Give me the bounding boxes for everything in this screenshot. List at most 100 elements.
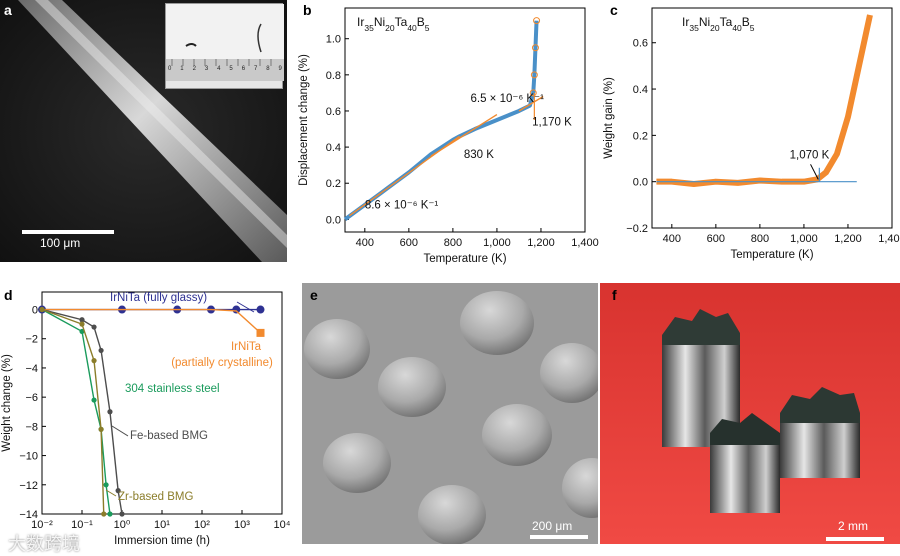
scale-bar-a [22, 230, 114, 234]
x-tick-label: 1,400 [878, 233, 900, 245]
series-304-stainless-steel [41, 308, 111, 515]
x-tick-label: 600 [400, 237, 418, 249]
annotation: 1,070 K [790, 150, 830, 162]
series-zr-based-bmg [41, 308, 105, 515]
legend-label: 304 stainless steel [125, 383, 220, 395]
ruler-tick-2: 2 [192, 66, 196, 72]
annotation: 6.5 × 10⁻⁶ K⁻¹ [471, 93, 545, 105]
scale-bar-f [826, 537, 884, 541]
annotation-arrow [810, 164, 819, 180]
x-tick-label: 10⁻¹ [71, 519, 93, 531]
inset-ruler-ticks: 0 1 2 3 4 5 6 7 8 9 [168, 66, 282, 72]
x-tick-label: 1,000 [483, 237, 511, 249]
data-point [98, 347, 104, 354]
data-point [39, 306, 45, 313]
ruler-tick-9: 9 [278, 66, 282, 72]
data-point [232, 305, 241, 314]
displacement-marker [529, 89, 537, 97]
y-tick-label: 0.6 [633, 38, 648, 50]
y-tick-label: 1.0 [326, 34, 341, 46]
y-tick-label: 0 [32, 305, 38, 317]
data-point [256, 305, 265, 314]
legend-label: IrNiTa (fully glassy) [110, 292, 207, 304]
ruler-tick-8: 8 [266, 66, 270, 72]
y-tick-label: −14 [19, 509, 38, 521]
data-point [91, 397, 97, 403]
legend-label: Zr-based BMG [118, 491, 193, 503]
panel-label-d: d [4, 287, 13, 303]
ruler-tick-1: 1 [180, 66, 184, 72]
panel-a-sem-image: 0 1 2 3 4 5 6 7 8 9 100 μm [0, 0, 287, 262]
panel-f-gear-photo: 2 mm [600, 283, 900, 544]
data-point [101, 511, 107, 517]
x-tick-label: 1,000 [790, 233, 818, 245]
y-tick-label: −2 [25, 334, 38, 346]
ruler-tick-7: 7 [253, 66, 258, 72]
y-tick-label: −0.2 [626, 223, 648, 235]
gears-graphic [600, 283, 900, 544]
displacement-marker [531, 44, 539, 52]
x-tick-label: 10⁰ [114, 519, 131, 531]
ruler-tick-6: 6 [241, 66, 246, 72]
data-point [115, 488, 121, 494]
x-tick-label: 10⁻² [31, 519, 53, 531]
data-point [79, 321, 85, 327]
dome-array [304, 291, 598, 544]
data-point [107, 409, 113, 415]
data-point [103, 482, 109, 488]
x-tick-label: 10⁴ [274, 519, 291, 531]
chart-b-displacement: 400 600 800 1,000 1,200 1,400 0.0 0.2 0.4 0.6 0.8 1… [298, 7, 599, 265]
chart-b-frame [344, 7, 586, 233]
x-tick-label: 10¹ [154, 519, 170, 531]
y-tick-label: 0.2 [633, 130, 648, 142]
x-tick-label: 1,200 [834, 233, 862, 245]
x-axis-label: Temperature (K) [423, 253, 506, 265]
watermark: 大数跨境 [8, 534, 80, 555]
data-point [119, 511, 125, 517]
pattern-graphic [302, 283, 598, 544]
fit-line-fit-high [430, 113, 498, 157]
series-displacement [343, 20, 539, 221]
panel-label-b: b [303, 2, 312, 18]
leader-arrow [111, 425, 129, 437]
data-point [256, 328, 265, 337]
data-point [98, 426, 104, 432]
panel-e-sem-pattern: 200 μm [302, 283, 598, 544]
y-tick-label: −8 [25, 421, 38, 433]
y-tick-label: 0.4 [326, 142, 341, 154]
series-weight-gain [656, 14, 873, 187]
chart-d-corrosion: 10⁻² 10⁻¹ 10⁰ 10¹ 10² 10³ 10⁴ 0 −2 −4 −6 −8 −10 −12 −1… [1, 291, 291, 547]
y-tick-label: 0.4 [633, 84, 648, 96]
leader-arrow [236, 301, 255, 313]
annotation: 830 K [464, 149, 494, 161]
fit-line-fit-supercooled [518, 95, 544, 112]
y-tick-label: 0.8 [326, 70, 341, 82]
data-point [91, 358, 97, 364]
ruler-tick-4: 4 [217, 66, 221, 72]
gear-middle [710, 413, 780, 513]
data-point [107, 511, 113, 517]
scale-bar-e [530, 535, 588, 539]
ruler-tick-3: 3 [204, 66, 209, 72]
y-tick-label: −12 [19, 480, 38, 492]
y-tick-label: −4 [25, 363, 38, 375]
legend-label: (partially crystalline) [171, 357, 273, 369]
scale-bar-f-label: 2 mm [838, 519, 868, 533]
ruler-tick-5: 5 [229, 66, 233, 72]
inset-photo: 0 1 2 3 4 5 6 7 8 9 [165, 3, 284, 89]
chart-d-frame [41, 291, 283, 515]
panel-label-c: c [610, 2, 618, 18]
y-tick-label: 0.2 [326, 178, 341, 190]
legend-label: IrNiTa [231, 341, 262, 353]
chart-c-frame [651, 7, 893, 229]
x-tick-label: 1,200 [527, 237, 555, 249]
x-tick-label: 10² [194, 519, 210, 531]
scale-bar-a-label: 100 μm [40, 236, 81, 250]
legend-label: Fe-based BMG [130, 430, 208, 442]
y-tick-label: −10 [19, 451, 38, 463]
panel-label-e: e [310, 287, 318, 303]
y-tick-label: −6 [25, 392, 38, 404]
data-point [91, 324, 97, 330]
ruler-tick-0: 0 [168, 66, 172, 72]
x-axis-label: Temperature (K) [730, 249, 813, 261]
